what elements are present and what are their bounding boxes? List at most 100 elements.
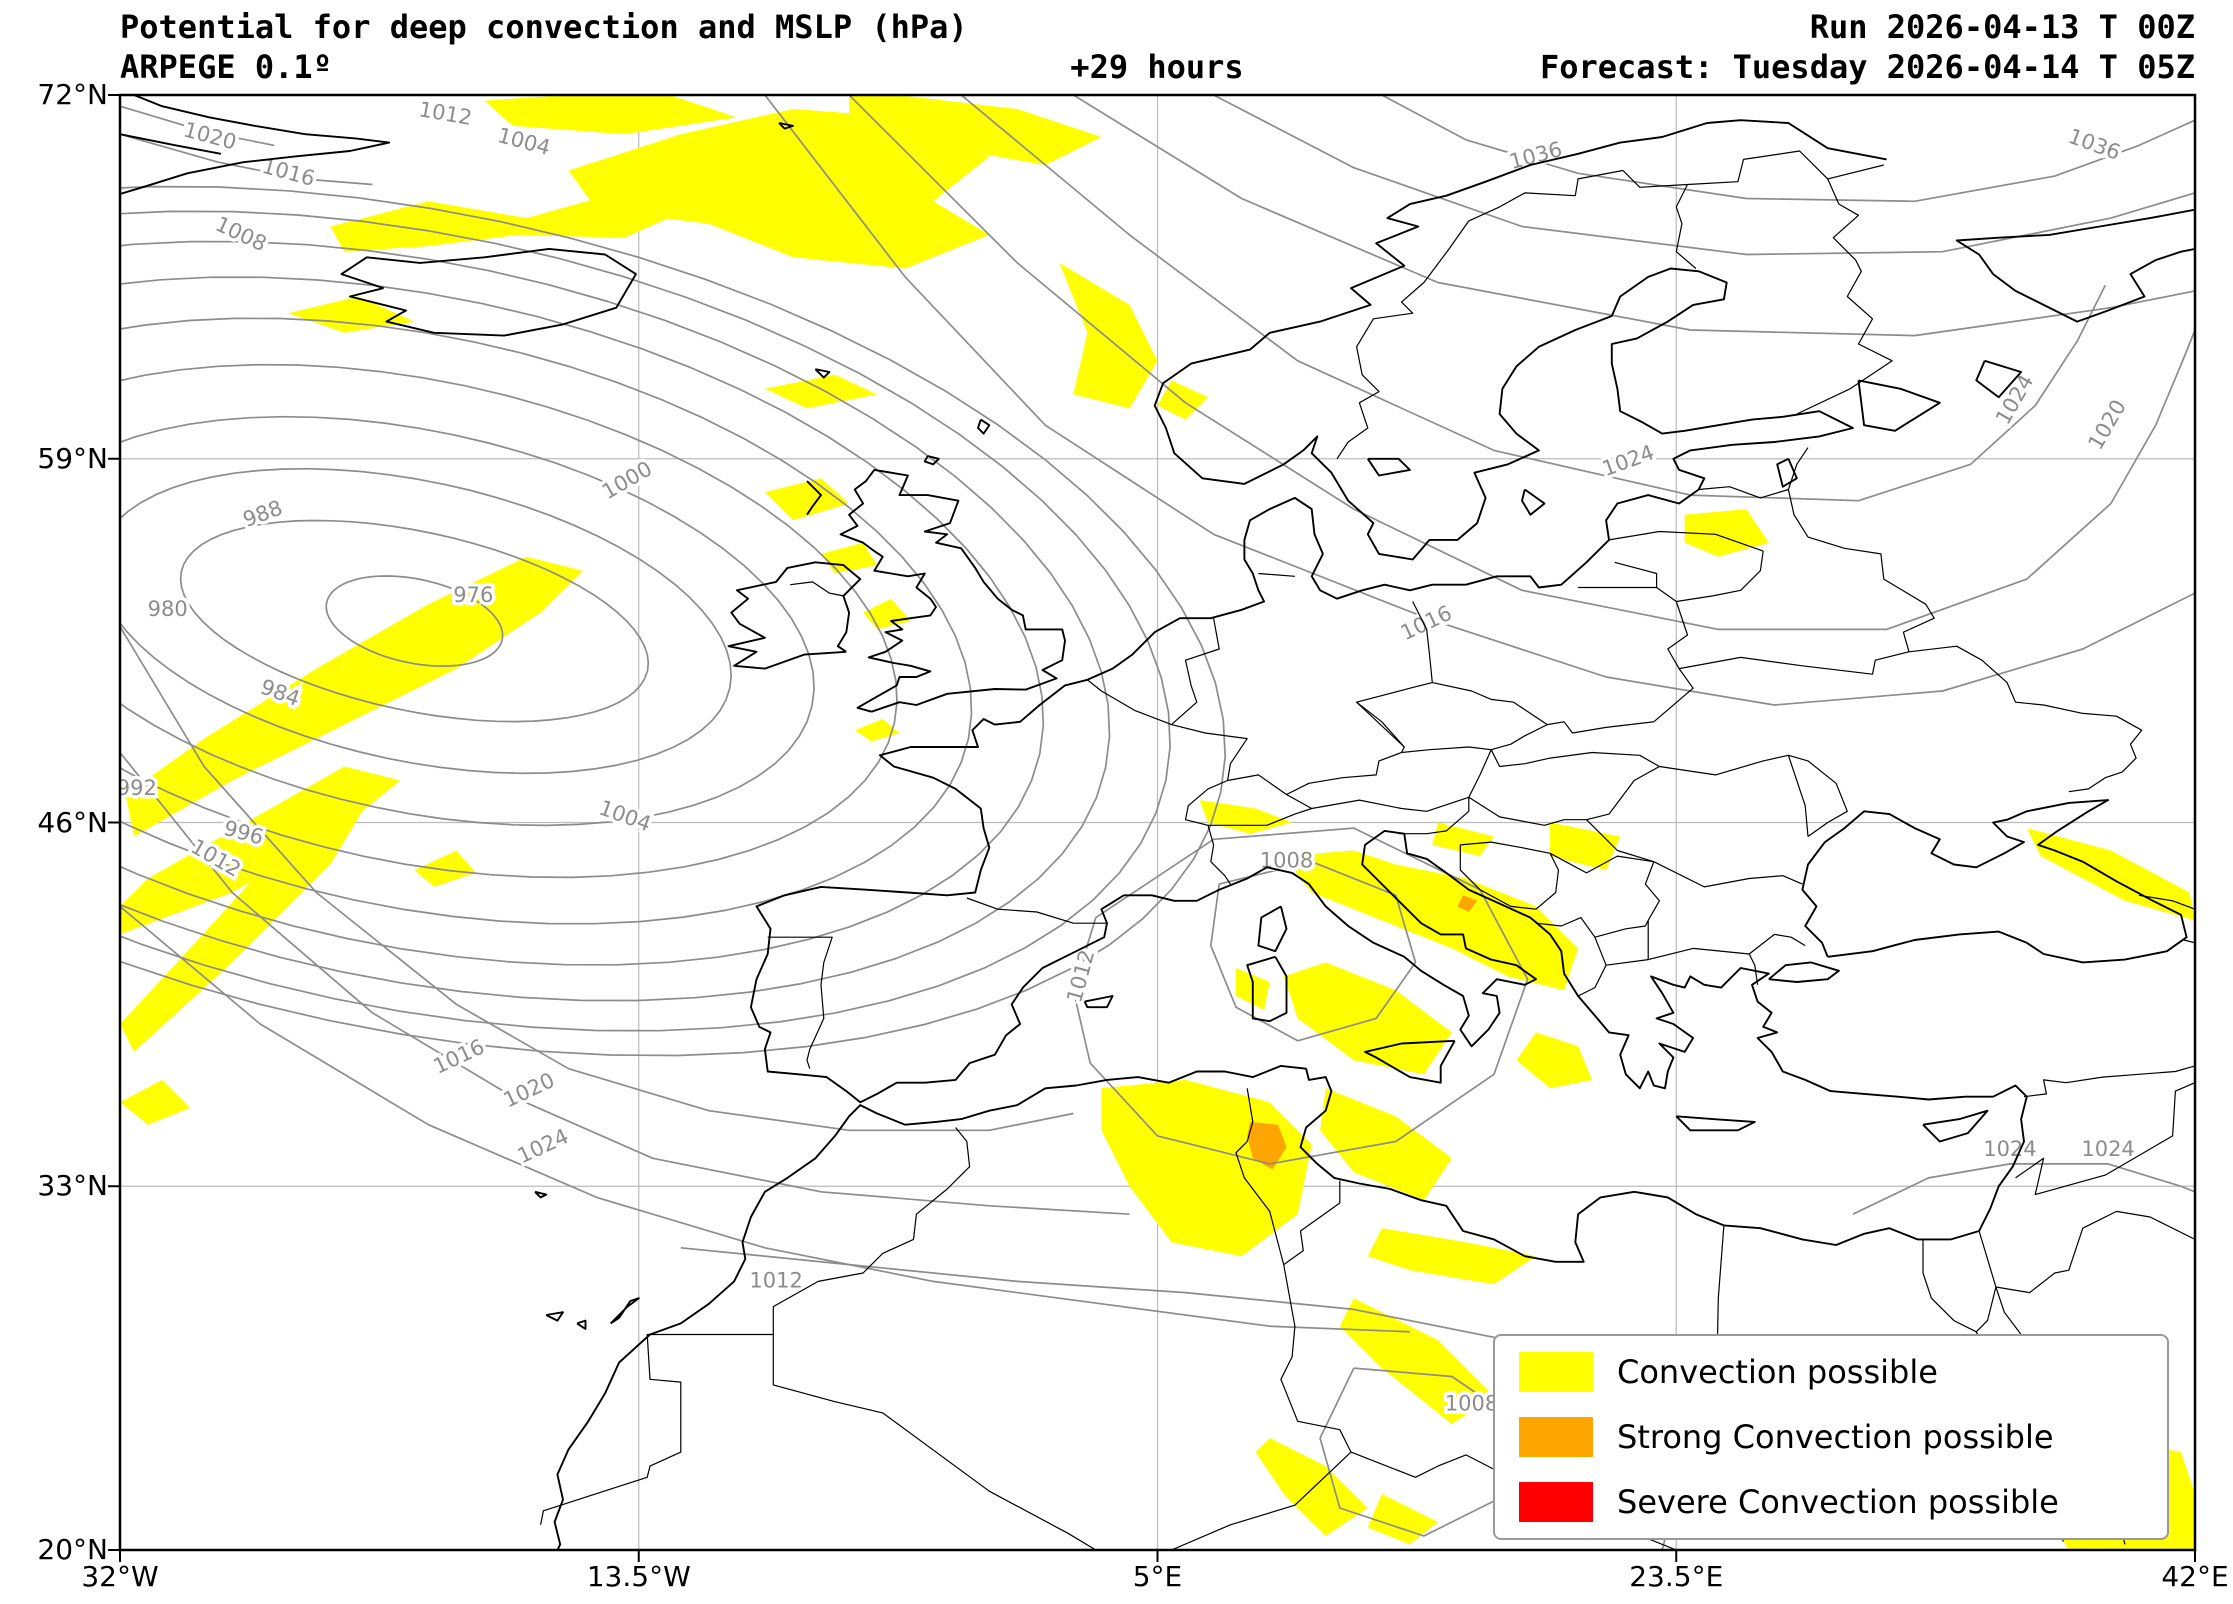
isobar-contour: [1319, 1367, 1523, 1537]
coastline: [1521, 488, 1546, 516]
isobar-contour: [120, 467, 733, 775]
coastline: [534, 1190, 548, 1199]
coastline: [1367, 457, 1411, 477]
convection-area-yellow: [764, 478, 850, 521]
country-border: [1578, 561, 1658, 589]
isobar-contour: [1072, 95, 2195, 337]
coastline: [1955, 208, 2195, 323]
country-border: [1787, 447, 1809, 538]
convection-area-yellow: [849, 95, 1102, 165]
country-border: [1171, 724, 1248, 885]
country-border: [1356, 701, 1405, 748]
coastline: [1768, 961, 1840, 983]
country-border: [1286, 682, 1433, 796]
isobar-contour: [120, 626, 1074, 1132]
convection-area-yellow: [1320, 1088, 1452, 1201]
convection-area-yellow: [1550, 822, 1621, 871]
forecast-label: Forecast: Tuesday 2026-04-14 T 05Z: [1539, 48, 2195, 86]
lead-time-label: +29 hours: [1070, 48, 1244, 86]
lon-tick-label: 32°W: [81, 1560, 159, 1593]
country-border: [1311, 796, 1469, 812]
country-border: [1235, 1088, 1285, 1265]
model-label: ARPEGE 0.1º: [120, 48, 332, 86]
convection-area-yellow: [1283, 962, 1452, 1075]
isobar-contour: [1852, 1163, 2195, 1215]
legend-swatch-yellow: [1519, 1352, 1593, 1392]
convection-area-yellow: [1339, 1298, 1494, 1425]
convection-area-yellow: [330, 198, 681, 252]
convection-area-yellow: [854, 719, 900, 742]
coastline: [576, 1319, 587, 1330]
coastline: [120, 133, 222, 155]
isobar-label: 1012: [749, 1268, 802, 1292]
country-border: [1796, 178, 1893, 415]
country-border: [772, 1127, 1097, 1550]
lat-tick-label: 59°N: [37, 441, 108, 475]
country-border: [1678, 645, 2143, 793]
isobar-contour: [120, 751, 1130, 1216]
country-border: [2015, 1082, 2195, 1196]
isobar-contour: [120, 210, 1171, 1032]
isobar-contour: [120, 363, 898, 879]
convection-area-yellow: [1684, 509, 1769, 557]
coastline: [727, 561, 862, 670]
country-border: [540, 1333, 774, 1525]
lon-tick-label: 5°E: [1132, 1560, 1183, 1593]
isobar-label: 1000: [598, 457, 656, 505]
convection-area-yellow: [1432, 822, 1494, 857]
lon-tick-label: 42°E: [2161, 1560, 2229, 1593]
country-border: [1283, 1180, 1341, 1266]
map-layers: 9769809849889929961000100410041008100810…: [120, 95, 2195, 1550]
convection-area-yellow: [120, 780, 373, 1052]
country-border: [1807, 536, 1935, 652]
isobar-label: 1008: [212, 212, 271, 256]
isobar-label: 1036: [2065, 124, 2123, 165]
isobar-contour: [1072, 827, 1529, 1165]
country-border: [767, 936, 833, 1069]
legend-item-convection: Convection possible: [1519, 1352, 2143, 1392]
country-border: [966, 897, 1107, 924]
isobar-contour: [120, 317, 973, 925]
country-border: [1675, 184, 1697, 269]
convection-area-yellow: [414, 850, 477, 887]
coastline: [806, 480, 822, 516]
country-border: [1608, 530, 1764, 552]
lat-tick-label: 33°N: [37, 1169, 108, 1203]
lat-tick-label: 72°N: [37, 78, 108, 111]
legend-item-severe-convection: Severe Convection possible: [1519, 1482, 2143, 1522]
country-border: [1208, 774, 1313, 826]
isobar-label: 976: [453, 583, 493, 607]
country-border: [1336, 150, 1884, 460]
country-border: [2023, 1065, 2195, 1098]
isobar-contour: [960, 95, 2107, 502]
isobar-label: 1024: [1983, 1137, 2036, 1161]
convection-area-orange: [1247, 1121, 1287, 1170]
country-border: [1459, 841, 1560, 910]
coastline: [545, 1311, 564, 1322]
isobar-contour: [120, 276, 1045, 966]
country-border: [1401, 724, 1548, 754]
coastline: [553, 119, 2028, 1550]
isobar-contour: [179, 519, 650, 723]
country-border: [1258, 572, 1295, 577]
isobar-contour: [1213, 95, 2195, 256]
country-border: [2138, 894, 2195, 910]
convection-area-yellow: [568, 109, 990, 269]
isobar-label: 1024: [1599, 440, 1657, 481]
country-border: [790, 581, 844, 597]
convection-area-yellow: [484, 95, 737, 135]
isobar-label: 980: [148, 597, 188, 621]
legend: Convection possible Strong Convection po…: [1493, 1334, 2169, 1540]
convection-area-yellow: [288, 296, 415, 333]
convection-area-yellow: [1516, 1032, 1593, 1089]
isobar-label: 1020: [2083, 396, 2131, 454]
convection-area-yellow: [2026, 828, 2195, 921]
coastline: [778, 122, 794, 130]
country-border: [1698, 486, 1789, 499]
run-label: Run 2026-04-13 T 00Z: [1809, 8, 2195, 46]
isobar-label: 1024: [514, 1124, 573, 1168]
country-border: [1659, 754, 1848, 837]
country-border: [1586, 819, 1803, 888]
legend-label-severe-convection: Severe Convection possible: [1617, 1483, 2059, 1521]
lat-tick-label: 20°N: [37, 1533, 108, 1566]
